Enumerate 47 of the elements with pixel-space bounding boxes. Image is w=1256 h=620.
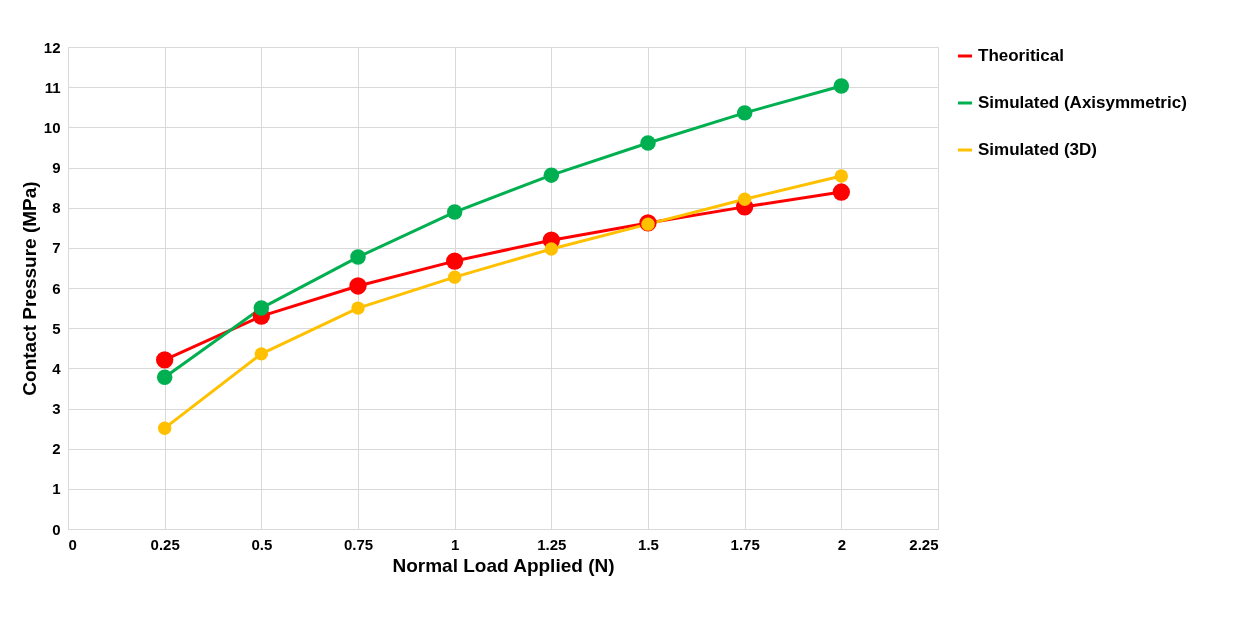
legend-label: Simulated (3D) — [978, 140, 1098, 159]
point — [253, 300, 270, 316]
point — [543, 167, 560, 183]
x-axis-title: Normal Load Applied (N) — [392, 554, 615, 576]
point — [351, 301, 365, 315]
y-tick-label: 8 — [52, 199, 61, 217]
legend-label: Simulated (Axisymmetric) — [978, 93, 1187, 112]
y-tick-label: 4 — [52, 359, 62, 377]
point — [156, 369, 173, 385]
x-tick-label: 1 — [450, 535, 460, 553]
point — [640, 135, 656, 151]
point — [833, 78, 850, 94]
point — [544, 242, 559, 256]
x-tick-label: 2 — [837, 535, 847, 553]
legend-label: Theoritical — [978, 46, 1064, 65]
y-tick-label: 7 — [52, 239, 61, 257]
point — [349, 277, 367, 295]
y-tick-label: 10 — [43, 118, 61, 136]
x-tick-label: 0.5 — [251, 535, 273, 553]
point — [737, 192, 752, 206]
y-tick-label: 5 — [52, 319, 61, 337]
point — [834, 169, 849, 183]
y-tick-label: 0 — [52, 520, 61, 538]
y-tick-label: 9 — [52, 159, 61, 176]
point — [156, 351, 174, 369]
y-tick-label: 2 — [52, 440, 61, 458]
y-tick-label: 6 — [52, 279, 61, 297]
point — [446, 204, 463, 220]
point — [157, 421, 172, 435]
y-tick-label: 3 — [52, 400, 61, 417]
x-tick-label: 2.25 — [909, 535, 939, 553]
x-tick-label: 1.25 — [537, 535, 567, 553]
y-tick-label: 12 — [43, 38, 61, 56]
x-tick-label: 0.75 — [343, 535, 374, 553]
point — [350, 249, 366, 265]
point — [446, 252, 464, 270]
y-tick-label: 11 — [44, 78, 61, 96]
point — [447, 270, 462, 284]
y-axis-title: Contact Pressure (MPa) — [18, 181, 40, 396]
x-tick-label: 0.25 — [150, 535, 180, 553]
x-tick-label: 1.75 — [730, 535, 760, 553]
y-tick-label: 1 — [52, 480, 61, 498]
point — [736, 105, 753, 121]
point — [254, 347, 269, 361]
x-tick-label: 0 — [68, 535, 77, 553]
x-tick-label: 1.5 — [638, 535, 659, 553]
point — [832, 183, 850, 201]
